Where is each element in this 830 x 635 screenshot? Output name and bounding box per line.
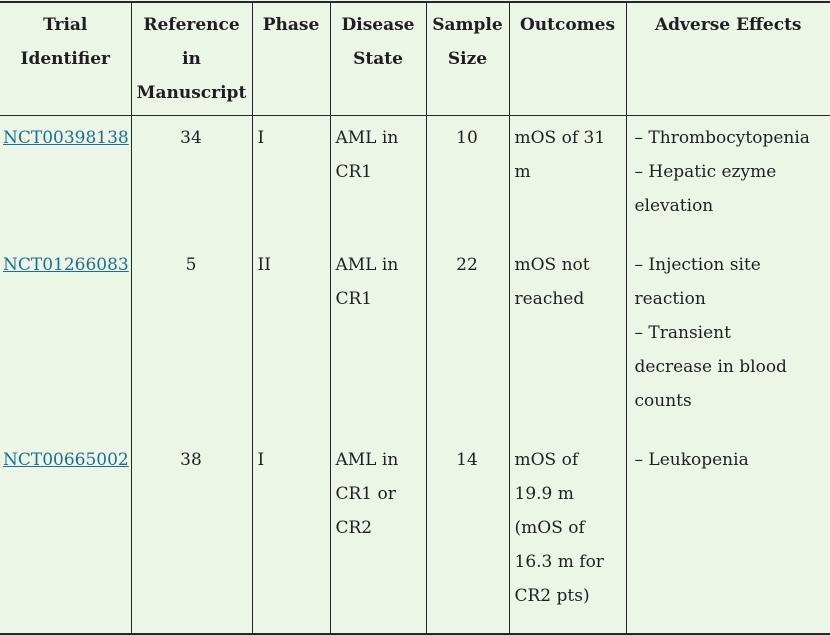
trial-identifier-link[interactable]: NCT00665002 <box>3 450 129 470</box>
sample-size-cell: 10 <box>425 115 509 243</box>
col-header-sample-size: Sample Size <box>425 2 509 116</box>
disease-state-cell: AML in CR1 <box>329 243 426 438</box>
col-header-trial-identifier: Trial Identifier <box>0 2 131 116</box>
col-header-disease-state: Disease State <box>329 2 426 116</box>
table-row: NCT01266083 5 II AML in CR1 22 mOS not r… <box>0 243 830 438</box>
adverse-effects-cell: – Injection site reaction – Transient dec… <box>625 243 830 438</box>
col-header-reference-in-manuscript: Reference in Manuscript <box>130 2 252 116</box>
table-row: NCT00665002 38 I AML in CR1 or CR2 14 mO… <box>0 438 830 634</box>
reference-cell: 34 <box>130 115 252 243</box>
phase-cell: II <box>251 243 330 438</box>
phase-cell: I <box>251 438 330 634</box>
col-header-outcomes: Outcomes <box>508 2 626 116</box>
reference-cell: 38 <box>130 438 252 634</box>
col-header-adverse-effects: Adverse Effects <box>625 2 830 116</box>
adverse-effects-cell: – Leukopenia <box>625 438 830 634</box>
col-header-phase: Phase <box>251 2 330 116</box>
outcomes-cell: mOS of 19.9 m (mOS of 16.3 m for CR2 pts) <box>508 438 626 634</box>
sample-size-cell: 14 <box>425 438 509 634</box>
sample-size-cell: 22 <box>425 243 509 438</box>
trial-identifier-cell: NCT01266083 <box>0 243 131 438</box>
table-row: NCT00398138 34 I AML in CR1 10 mOS of 31… <box>0 115 830 244</box>
disease-state-cell: AML in CR1 or CR2 <box>329 438 426 634</box>
header-row: Trial Identifier Reference in Manuscript… <box>0 2 830 116</box>
trial-identifier-link[interactable]: NCT01266083 <box>3 255 129 275</box>
trial-identifier-cell: NCT00398138 <box>0 116 131 244</box>
outcomes-cell: mOS of 31 m <box>508 115 626 243</box>
disease-state-cell: AML in CR1 <box>329 115 426 243</box>
reference-cell: 5 <box>130 243 252 438</box>
trial-identifier-link[interactable]: NCT00398138 <box>3 128 129 148</box>
phase-cell: I <box>251 115 330 243</box>
trial-identifier-cell: NCT00665002 <box>0 438 131 634</box>
adverse-effects-cell: – Thrombocytopenia – Hepatic ezyme elevat… <box>625 115 830 243</box>
outcomes-cell: mOS not reached <box>508 243 626 438</box>
